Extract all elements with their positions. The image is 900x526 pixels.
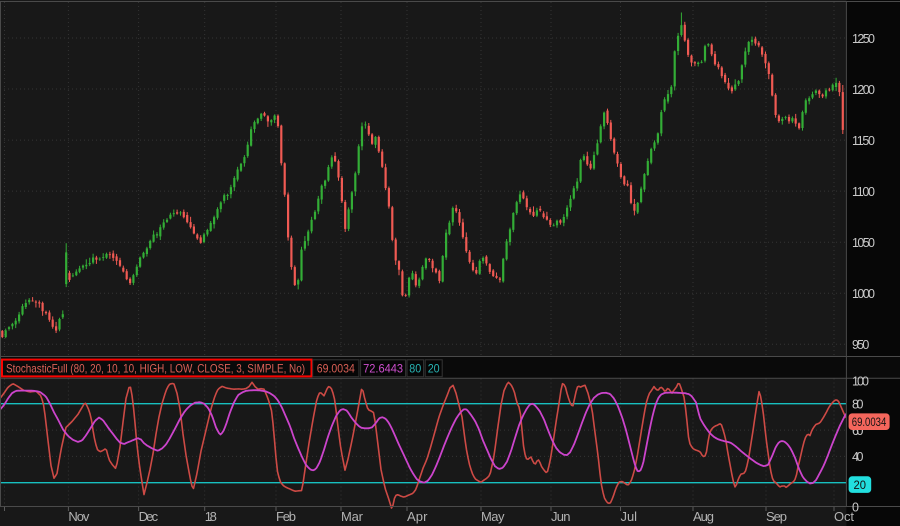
svg-text:Oct: Oct <box>834 509 854 524</box>
svg-text:20: 20 <box>854 478 867 492</box>
svg-text:Nov: Nov <box>68 509 90 524</box>
svg-text:1050: 1050 <box>852 236 875 250</box>
svg-text:0: 0 <box>852 501 859 515</box>
svg-text:69.0034: 69.0034 <box>852 417 887 429</box>
svg-text:1250: 1250 <box>852 32 875 46</box>
svg-text:20: 20 <box>428 362 440 376</box>
svg-text:Jun: Jun <box>551 509 571 524</box>
svg-text:Sep: Sep <box>766 509 787 524</box>
svg-text:1200: 1200 <box>852 83 875 97</box>
svg-text:1000: 1000 <box>852 287 875 301</box>
svg-text:Aug: Aug <box>693 509 714 524</box>
svg-text:Mar: Mar <box>341 509 364 524</box>
svg-text:80: 80 <box>409 362 421 376</box>
svg-text:950: 950 <box>852 338 869 352</box>
svg-text:72.6443: 72.6443 <box>363 362 403 376</box>
svg-text:Feb: Feb <box>276 509 296 524</box>
svg-text:May: May <box>481 509 505 524</box>
svg-text:80: 80 <box>852 398 864 412</box>
svg-text:69.0034: 69.0034 <box>317 362 355 376</box>
svg-text:1100: 1100 <box>852 185 875 199</box>
svg-text:60: 60 <box>852 424 864 438</box>
svg-text:40: 40 <box>852 450 864 464</box>
svg-text:18: 18 <box>205 509 217 524</box>
svg-text:StochasticFull (80, 20, 10, 10: StochasticFull (80, 20, 10, 10, HIGH, LO… <box>6 361 305 375</box>
svg-text:100: 100 <box>852 375 869 389</box>
svg-text:Dec: Dec <box>139 509 159 524</box>
svg-text:Jul: Jul <box>621 509 638 524</box>
svg-text:Apr: Apr <box>407 509 428 524</box>
svg-text:1150: 1150 <box>852 134 875 148</box>
